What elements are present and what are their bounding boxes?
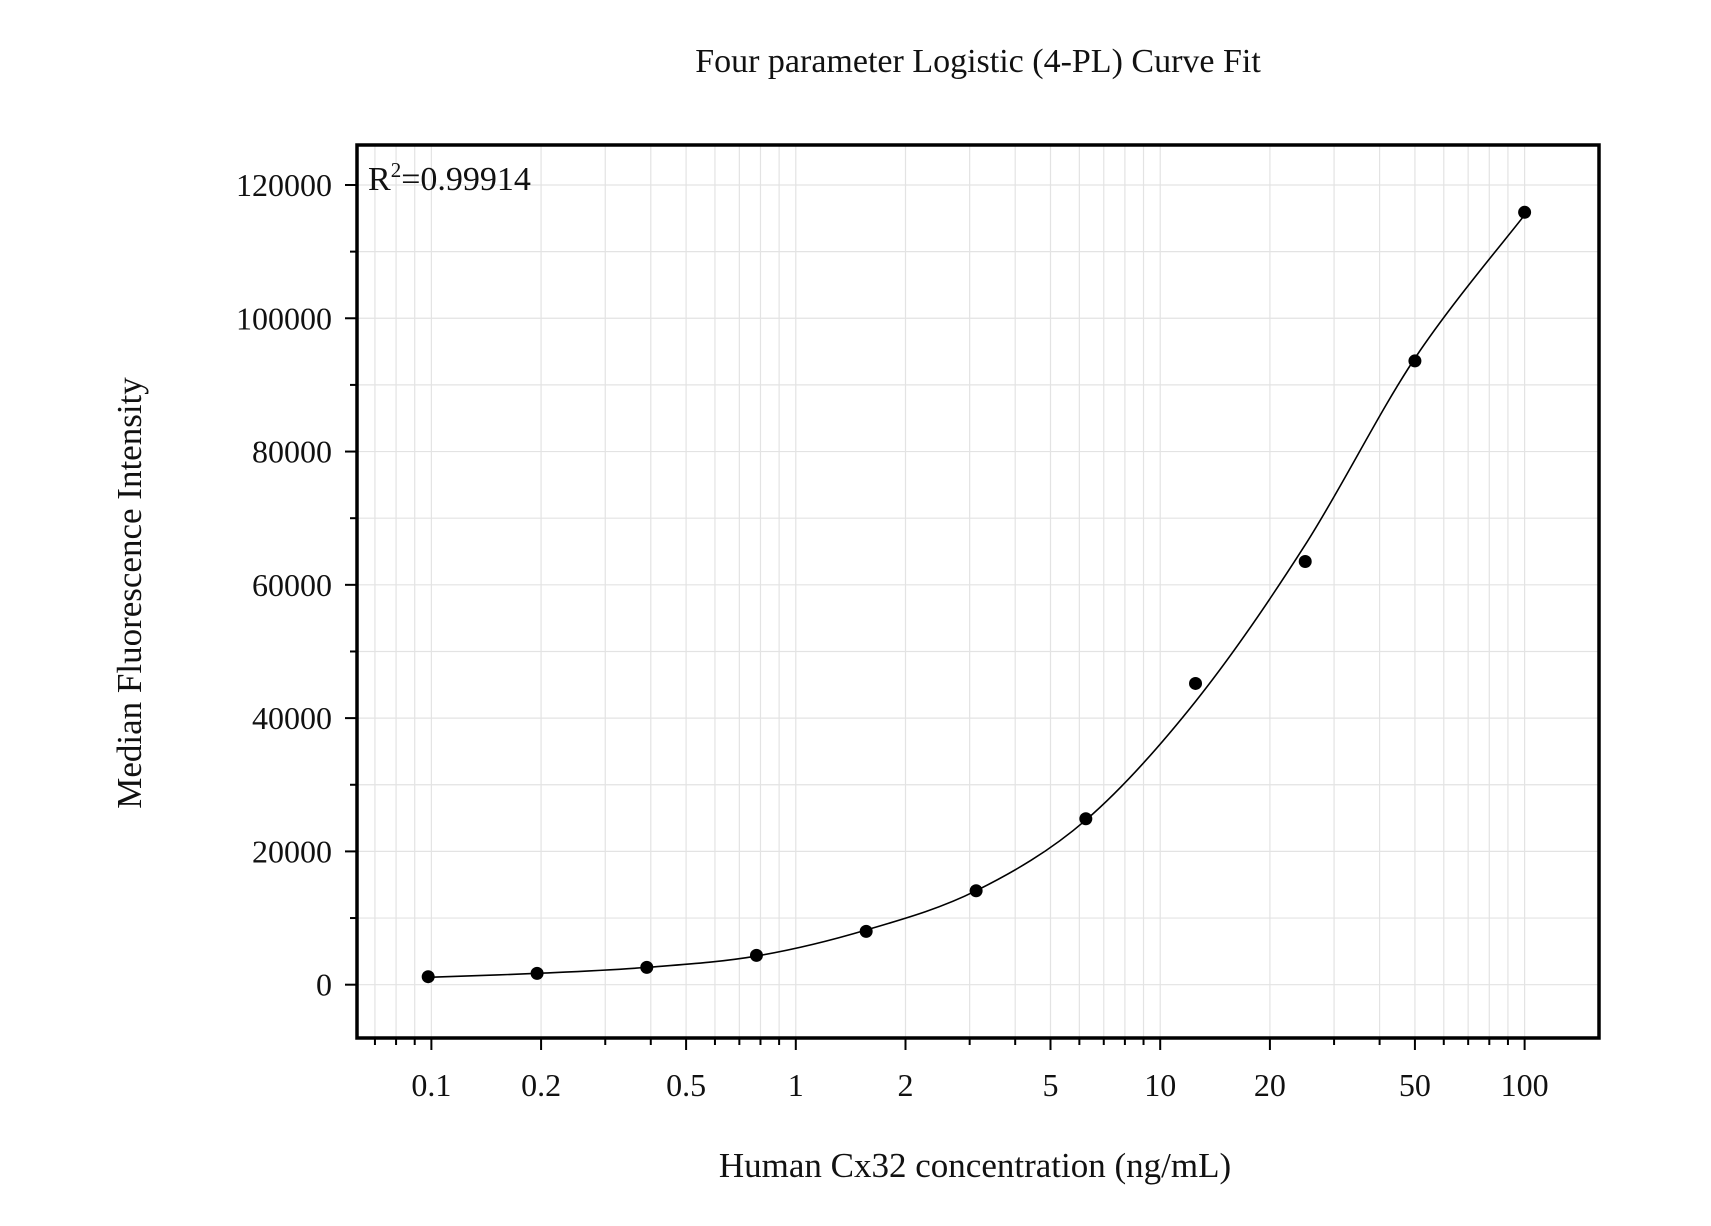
x-tick-label: 0.5 <box>666 1067 706 1103</box>
x-tick-label: 0.2 <box>521 1067 561 1103</box>
data-point <box>859 924 873 938</box>
data-point <box>749 948 763 962</box>
x-tick-label: 100 <box>1501 1067 1549 1103</box>
y-tick-label: 0 <box>316 967 332 1003</box>
r-squared-annotation: R2=0.99914 <box>368 158 531 198</box>
data-point <box>969 884 983 898</box>
r-squared-sup: 2 <box>391 158 402 182</box>
y-tick-label: 80000 <box>252 434 332 470</box>
data-point <box>530 966 544 980</box>
x-tick-label: 10 <box>1144 1067 1176 1103</box>
y-tick-label: 60000 <box>252 567 332 603</box>
data-point <box>1189 676 1203 690</box>
y-tick-label: 20000 <box>252 833 332 869</box>
grid-layer <box>357 145 1599 1038</box>
y-tick-label: 120000 <box>236 167 332 203</box>
data-point <box>1408 354 1422 368</box>
chart-title: Four parameter Logistic (4-PL) Curve Fit <box>695 43 1261 80</box>
r-squared-value: =0.99914 <box>401 161 531 198</box>
fit-curve-line <box>428 214 1526 979</box>
x-tick-label: 20 <box>1254 1067 1286 1103</box>
r-squared-base: R <box>368 161 391 198</box>
ticks-layer <box>345 183 1526 1050</box>
x-tick-label: 5 <box>1043 1067 1059 1103</box>
curve-layer <box>428 214 1526 979</box>
x-tick-label: 50 <box>1399 1067 1431 1103</box>
y-tick-label: 100000 <box>236 300 332 336</box>
plot-frame <box>355 143 1601 1040</box>
x-tick-label: 2 <box>897 1067 913 1103</box>
x-axis-title: Human Cx32 concentration (ng/mL) <box>719 1146 1231 1185</box>
x-tick-label: 1 <box>788 1067 804 1103</box>
y-tick-label: 40000 <box>252 700 332 736</box>
x-tick-label: 0.1 <box>411 1067 451 1103</box>
data-point <box>1518 205 1532 219</box>
data-point <box>1079 812 1093 826</box>
data-point <box>640 960 654 974</box>
data-point <box>421 970 435 984</box>
points-layer <box>421 205 1532 984</box>
labels-layer: 0.1 0.2 0.5 1 2 5 10 20 50 100 0 20000 40000 60000 800… <box>236 167 1549 1103</box>
data-point <box>1298 555 1312 569</box>
y-axis-title: Median Fluorescence Intensity <box>110 377 149 809</box>
